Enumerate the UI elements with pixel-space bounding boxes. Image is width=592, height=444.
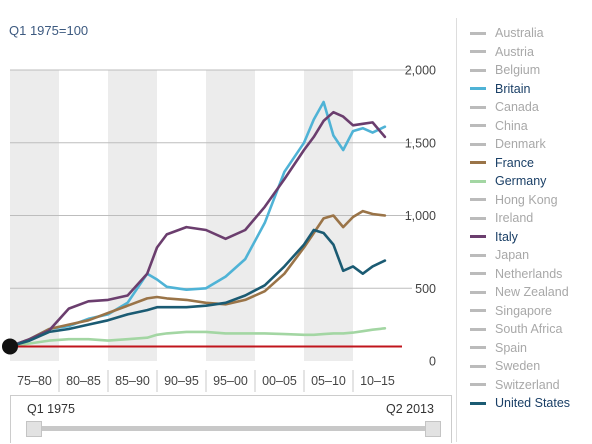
legend-item[interactable]: Singapore [470, 302, 588, 321]
legend-item[interactable]: Japan [470, 246, 588, 265]
legend-item[interactable]: China [470, 117, 588, 136]
x-category-label: 95–00 [213, 374, 248, 388]
x-category-label: 05–10 [311, 374, 346, 388]
legend-label: Sweden [495, 359, 541, 374]
legend-label: Germany [495, 174, 547, 189]
legend-divider [456, 18, 457, 442]
x-axis-period-labels: 75–80 80–85 85–90 90–95 95–00 00–05 05–10 10–15 [17, 370, 395, 392]
legend-label: Belgium [495, 63, 541, 78]
legend-label: United States [495, 396, 571, 411]
legend-swatch [470, 105, 486, 109]
legend-item[interactable]: France [470, 154, 588, 173]
legend-label: Singapore [495, 303, 552, 318]
legend-swatch [470, 290, 486, 294]
legend-item[interactable]: Ireland [470, 209, 588, 228]
legend-item[interactable]: Germany [470, 172, 588, 191]
series-line-germany [8, 326, 387, 348]
legend-swatch [470, 346, 486, 350]
legend-item[interactable]: Sweden [470, 357, 588, 376]
legend-label: Netherlands [495, 266, 563, 281]
legend-label: South Africa [495, 322, 563, 337]
x-category-label: 90–95 [164, 374, 199, 388]
legend-label: New Zealand [495, 285, 569, 300]
series-line-united-states [8, 228, 387, 348]
x-category-label: 00–05 [262, 374, 297, 388]
x-category-label: 75–80 [17, 374, 52, 388]
line-chart: 0 500 1,000 1,500 2,000 75–80 80–85 85–90 90–95… [2, 23, 436, 392]
y-tick-label: 1,000 [405, 209, 436, 223]
legend-label: China [495, 118, 528, 133]
legend-item[interactable]: Denmark [470, 135, 588, 154]
legend-item[interactable]: South Africa [470, 320, 588, 339]
legend-swatch [470, 179, 486, 183]
legend-item[interactable]: Italy [470, 228, 588, 247]
legend-swatch [470, 272, 486, 276]
legend: Australia Austria Belgium Britain Canada Chin… [470, 24, 588, 413]
legend-swatch [470, 68, 486, 72]
series-lines [2, 100, 402, 355]
legend-item[interactable]: New Zealand [470, 283, 588, 302]
y-tick-label: 500 [415, 282, 436, 296]
legend-label: Canada [495, 100, 539, 115]
legend-label: Switzerland [495, 377, 560, 392]
legend-item[interactable]: Hong Kong [470, 191, 588, 210]
legend-label: Hong Kong [495, 192, 558, 207]
range-slider-track[interactable] [40, 426, 426, 431]
x-category-label: 10–15 [360, 374, 395, 388]
legend-swatch [470, 364, 486, 368]
legend-swatch [470, 327, 486, 331]
legend-item[interactable]: Spain [470, 339, 588, 358]
legend-label: Italy [495, 229, 518, 244]
legend-swatch [470, 142, 486, 146]
legend-item[interactable]: Belgium [470, 61, 588, 80]
legend-swatch [470, 50, 486, 54]
x-category-label: 85–90 [115, 374, 150, 388]
legend-swatch [470, 124, 486, 128]
legend-label: Australia [495, 26, 544, 41]
legend-swatch [470, 87, 486, 91]
legend-item[interactable]: Canada [470, 98, 588, 117]
legend-item[interactable]: Britain [470, 80, 588, 99]
legend-swatch [470, 383, 486, 387]
legend-swatch [470, 253, 486, 257]
legend-item[interactable]: United States [470, 394, 588, 413]
legend-label: Austria [495, 44, 534, 59]
legend-swatch [470, 31, 486, 35]
legend-item[interactable]: Switzerland [470, 376, 588, 395]
range-end-label: Q2 2013 [386, 402, 434, 416]
legend-label: Denmark [495, 137, 546, 152]
legend-item[interactable]: Netherlands [470, 265, 588, 284]
base-marker [2, 338, 18, 355]
legend-item[interactable]: Australia [470, 24, 588, 43]
y-tick-label: 1,500 [405, 136, 436, 150]
x-category-label: 80–85 [66, 374, 101, 388]
legend-label: Japan [495, 248, 530, 263]
range-slider-frame [10, 395, 452, 443]
range-start-handle[interactable] [26, 421, 42, 437]
legend-swatch [470, 198, 486, 202]
series-line-britain [8, 100, 387, 348]
legend-label: Britain [495, 81, 531, 96]
y-tick-label: 2,000 [405, 64, 436, 78]
gridlines [10, 69, 412, 289]
range-start-label: Q1 1975 [27, 402, 75, 416]
legend-swatch [470, 216, 486, 220]
y-axis-tick-labels: 0 500 1,000 1,500 2,000 [405, 64, 436, 369]
range-end-handle[interactable] [425, 421, 441, 437]
series-line-italy [8, 110, 387, 348]
legend-swatch [470, 401, 486, 405]
legend-swatch [470, 161, 486, 165]
legend-swatch [470, 235, 486, 239]
legend-label: Ireland [495, 211, 534, 226]
legend-item[interactable]: Austria [470, 43, 588, 62]
y-tick-label: 0 [429, 355, 436, 369]
legend-label: France [495, 155, 534, 170]
legend-swatch [470, 309, 486, 313]
chart-subtitle: Q1 1975=100 [9, 23, 88, 38]
legend-label: Spain [495, 340, 527, 355]
series-line-france [8, 209, 387, 348]
